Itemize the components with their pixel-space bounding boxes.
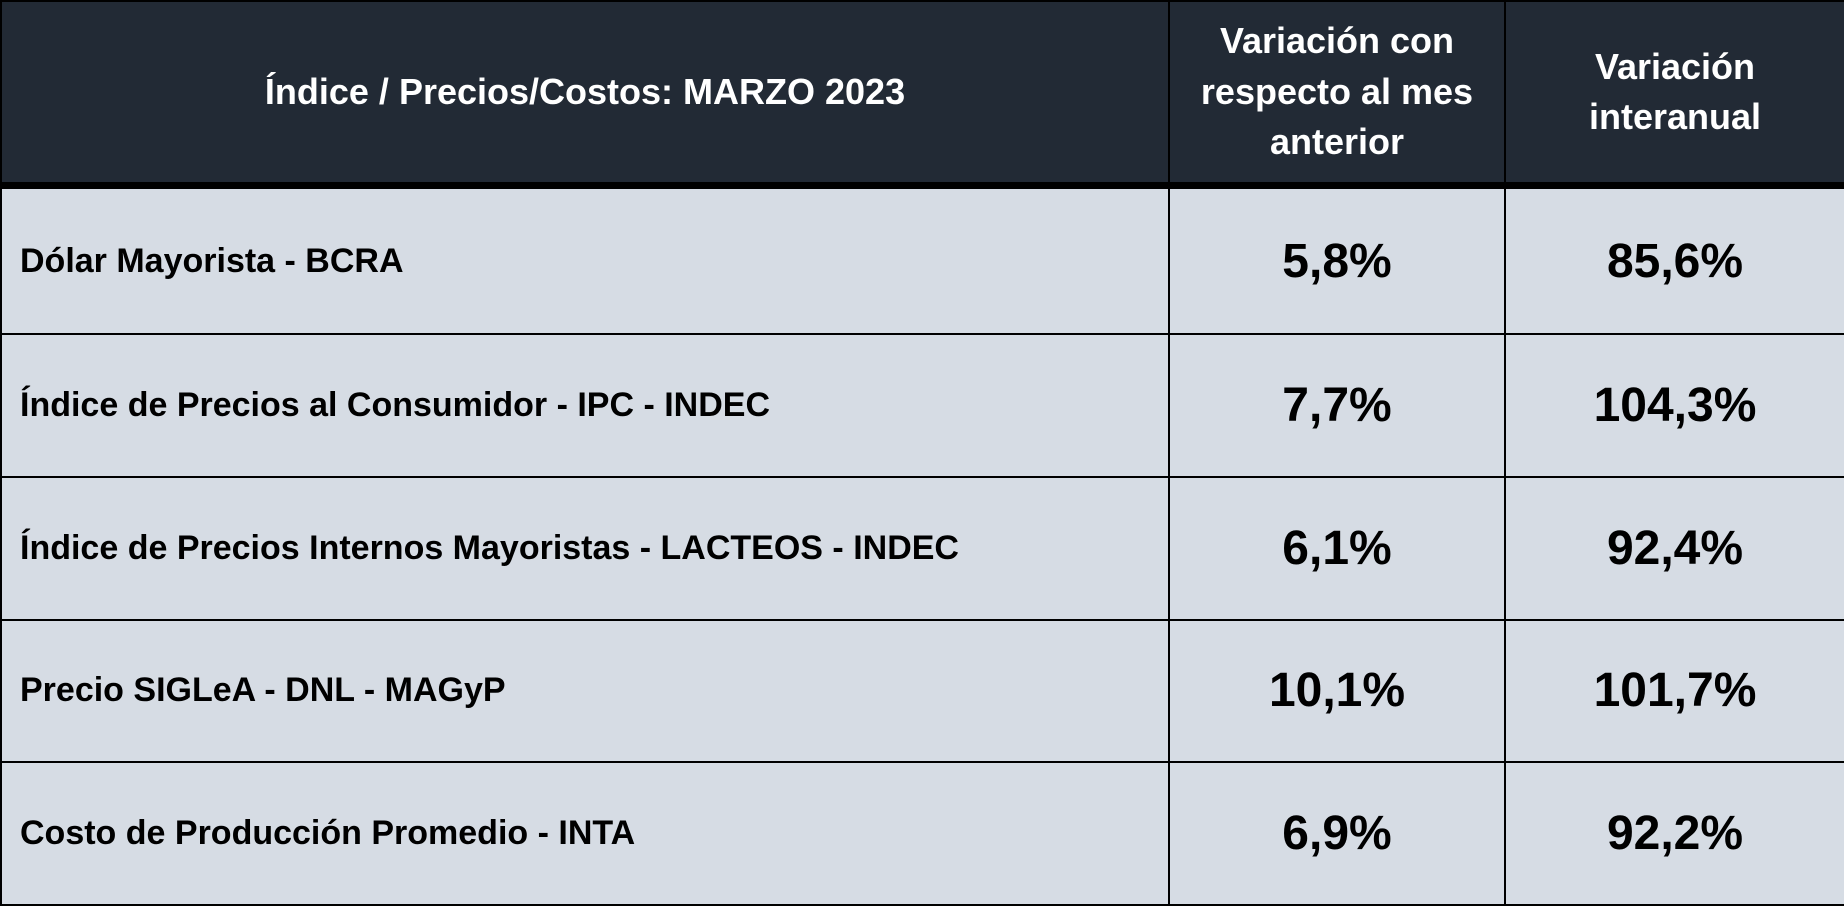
value-cell: 5,8%: [1168, 184, 1506, 336]
table-body: Dólar Mayorista - BCRA 5,8% 85,6% Índice de…: [0, 184, 1844, 906]
header-cell: Variación interanual: [1504, 0, 1844, 189]
header-cell: Índice / Precios/Costos: MARZO 2023: [0, 0, 1170, 189]
table-row: Precio SIGLeA - DNL - MAGyP 10,1% 101,7%: [0, 618, 1844, 764]
value-cell: 104,3%: [1504, 333, 1844, 478]
table-header: Índice / Precios/Costos: MARZO 2023 Vari…: [0, 0, 1844, 189]
row-label: Índice de Precios Internos Mayoristas - …: [0, 475, 1170, 621]
header-row: Índice / Precios/Costos: MARZO 2023 Vari…: [0, 0, 1844, 189]
table-row: Índice de Precios al Consumidor - IPC - …: [0, 333, 1844, 478]
value-cell: 92,4%: [1504, 475, 1844, 621]
value-cell: 7,7%: [1168, 333, 1506, 478]
row-label: Dólar Mayorista - BCRA: [0, 184, 1170, 336]
value-cell: 85,6%: [1504, 184, 1844, 336]
header-cell: Variación con respecto al mes anterior: [1168, 0, 1506, 189]
table-row: Costo de Producción Promedio - INTA 6,9% 9…: [0, 761, 1844, 906]
value-cell: 6,9%: [1168, 761, 1506, 906]
value-cell: 10,1%: [1168, 618, 1506, 764]
value-cell: 92,2%: [1504, 761, 1844, 906]
value-cell: 101,7%: [1504, 618, 1844, 764]
value-cell: 6,1%: [1168, 475, 1506, 621]
table-row: Índice de Precios Internos Mayoristas - …: [0, 475, 1844, 621]
row-label: Precio SIGLeA - DNL - MAGyP: [0, 618, 1170, 764]
row-label: Costo de Producción Promedio - INTA: [0, 761, 1170, 906]
row-label: Índice de Precios al Consumidor - IPC - …: [0, 333, 1170, 478]
table-row: Dólar Mayorista - BCRA 5,8% 85,6%: [0, 184, 1844, 336]
